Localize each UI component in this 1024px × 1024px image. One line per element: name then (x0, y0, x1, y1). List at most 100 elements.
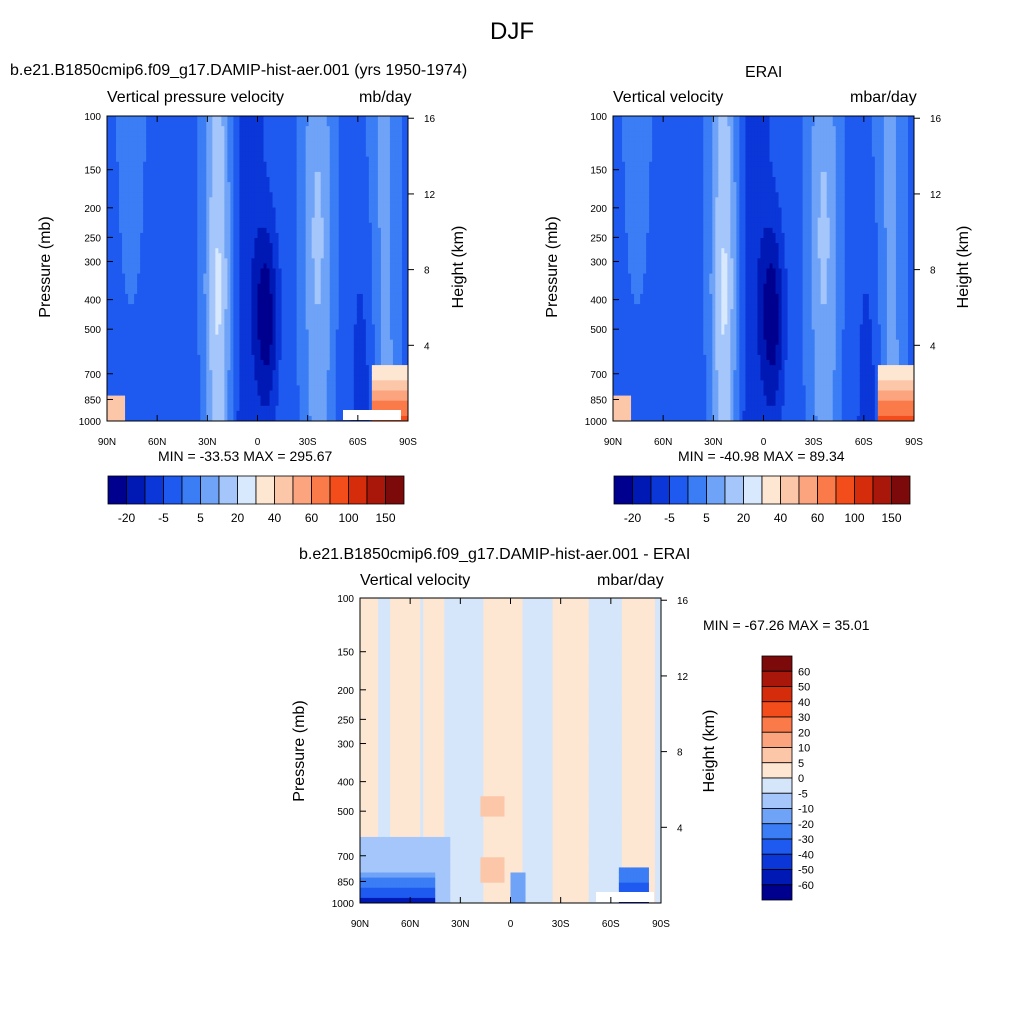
contour-cell (263, 171, 268, 178)
contour-cell (197, 232, 201, 239)
contour-cell (236, 253, 241, 259)
contour-cell (329, 385, 334, 392)
contour-cell (164, 319, 168, 326)
contour-cell (143, 151, 147, 158)
contour-cell (122, 222, 126, 229)
contour-cell (140, 253, 144, 259)
contour-cell (164, 370, 168, 376)
contour-cell (209, 390, 213, 397)
contour-cell (188, 334, 192, 341)
contour-cell (125, 365, 129, 371)
contour-cell (281, 395, 286, 402)
contour-cell (116, 293, 120, 300)
contour-cell (182, 161, 186, 168)
contour-cell (263, 197, 268, 204)
contour-cell (191, 151, 195, 158)
contour-cell (350, 370, 355, 376)
contour-cell (281, 410, 286, 417)
contour-cell (155, 309, 159, 315)
contour-cell (170, 263, 174, 270)
contour-cell (188, 197, 192, 204)
contour-cell (269, 238, 274, 244)
contour-cell (314, 395, 319, 402)
contour-cell (251, 415, 256, 421)
contour-cell (329, 365, 334, 371)
contour-cell (158, 395, 162, 402)
contour-cell (233, 202, 238, 209)
contour-cell (173, 288, 177, 295)
contour-cell (224, 273, 228, 280)
contour-cell (203, 136, 207, 143)
contour-cell (290, 405, 295, 412)
contour-cell (107, 182, 111, 188)
contour-cell (356, 146, 361, 153)
contour-cell (116, 217, 120, 224)
contour-cell (167, 344, 171, 351)
contour-cell (116, 344, 120, 351)
contour-cell (206, 202, 210, 209)
contour-cell (149, 324, 153, 331)
contour-cell (146, 146, 150, 153)
contour-cell (128, 217, 132, 224)
contour-cell (119, 360, 123, 366)
contour-cell (113, 365, 117, 371)
contour-cell (347, 166, 352, 173)
contour-cell (254, 334, 259, 341)
contour-cell (293, 293, 298, 300)
contour-cell (248, 126, 253, 132)
contour-cell (329, 309, 334, 315)
contour-cell (290, 243, 295, 249)
contour-cell (323, 116, 328, 122)
contour-cell (107, 171, 111, 178)
contour-cell (149, 288, 153, 295)
contour-cell (149, 385, 153, 392)
contour-cell (332, 217, 337, 224)
contour-cell (233, 166, 238, 173)
contour-cell (185, 136, 189, 143)
contour-cell (326, 400, 331, 407)
contour-cell (173, 182, 177, 188)
contour-cell (302, 232, 307, 239)
contour-cell (338, 263, 343, 270)
contour-cell (134, 293, 138, 300)
contour-cell (305, 385, 310, 392)
contour-cell (356, 182, 361, 188)
contour-cell (197, 258, 201, 265)
contour-cell (353, 126, 358, 132)
contour-cell (290, 187, 295, 193)
contour-cell (158, 334, 162, 341)
contour-cell (284, 187, 289, 193)
contour-cell (221, 171, 225, 178)
contour-cell (269, 354, 274, 361)
contour-cell (335, 278, 340, 285)
contour-cell (155, 268, 159, 275)
contour-cell (203, 177, 207, 183)
contour-cell (254, 370, 259, 376)
contour-cell (278, 395, 283, 402)
contour-cell (269, 171, 274, 178)
contour-cell (302, 197, 307, 204)
contour-cell (209, 380, 213, 387)
contour-cell (179, 273, 183, 280)
contour-cell (344, 319, 349, 326)
contour-cell (320, 400, 325, 407)
contour-cell (131, 380, 135, 387)
contour-cell (161, 146, 165, 153)
contour-cell (125, 273, 129, 280)
contour-cell (233, 197, 238, 204)
contour-cell (188, 192, 192, 198)
contour-cell (326, 116, 331, 122)
contour-cell (131, 319, 135, 326)
contour-cell (200, 253, 204, 259)
contour-cell (167, 217, 171, 224)
contour-cell (278, 283, 283, 290)
contour-cell (350, 187, 355, 193)
contour-cell (137, 151, 141, 158)
contour-cell (185, 177, 189, 183)
contour-cell (344, 166, 349, 173)
contour-cell (197, 299, 201, 305)
contour-cell (236, 116, 241, 122)
contour-cell (281, 202, 286, 209)
contour-cell (350, 136, 355, 143)
contour-cell (128, 116, 132, 122)
